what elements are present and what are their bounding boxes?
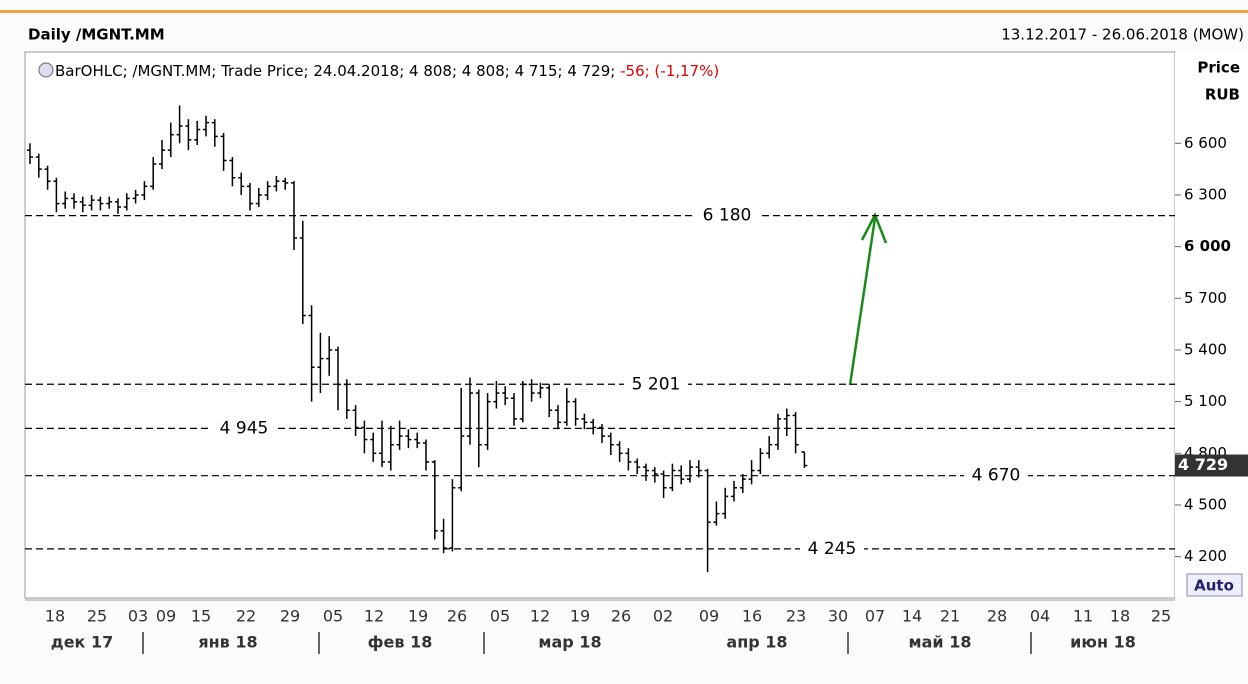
x-tick-label: 19: [570, 607, 590, 626]
x-tick-label: 25: [1151, 607, 1171, 626]
plot-area: [24, 51, 1176, 599]
level-label-bg: [212, 417, 276, 440]
x-tick-label: 23: [786, 607, 806, 626]
month-label: апр 18: [726, 633, 787, 652]
level-label: 6 180: [703, 206, 752, 226]
y-axis-label: Price: [1197, 59, 1240, 77]
level-label-bg: [624, 373, 688, 396]
legend-icon: [38, 62, 54, 78]
x-tick-label: 18: [1110, 607, 1130, 626]
level-label: 4 670: [972, 466, 1021, 486]
y-axis-area: [1175, 52, 1248, 598]
x-tick-label: 21: [940, 607, 960, 626]
x-tick-label: 04: [1030, 607, 1050, 626]
month-label: дек 17: [51, 633, 113, 652]
x-tick-label: 19: [408, 607, 428, 626]
x-tick-label: 15: [191, 607, 211, 626]
x-tick-label: 30: [828, 607, 848, 626]
x-tick-label: 12: [364, 607, 384, 626]
last-price-box: [1175, 454, 1248, 477]
x-tick-label: 16: [742, 607, 762, 626]
top-border: [0, 10, 1248, 13]
x-tick-label: 11: [1073, 607, 1093, 626]
legend: BarOHLC; /MGNT.MM; Trade Price; 24.04.20…: [55, 62, 719, 80]
month-label: янв 18: [198, 633, 257, 652]
x-tick-label: 25: [87, 607, 107, 626]
x-tick-label: 28: [987, 607, 1007, 626]
x-tick-label: 05: [490, 607, 510, 626]
level-label-bg: [800, 537, 864, 560]
x-tick-label: 09: [699, 607, 719, 626]
level-label-bg: [964, 464, 1028, 487]
x-tick-label: 02: [653, 607, 673, 626]
x-tick-label: 12: [530, 607, 550, 626]
level-label: 4 245: [808, 539, 857, 559]
y-tick-label: 5 400: [1184, 340, 1227, 358]
y-tick-label: 6 600: [1184, 134, 1227, 152]
month-label: июн 18: [1070, 633, 1136, 652]
month-label: май 18: [909, 633, 972, 652]
x-tick-label: 29: [280, 607, 300, 626]
level-label-bg: [695, 204, 759, 227]
month-label: мар 18: [538, 633, 601, 652]
y-tick-label: 6 300: [1184, 185, 1227, 203]
y-tick-label: 4 200: [1184, 547, 1227, 565]
y-tick-label: 4 500: [1184, 495, 1227, 513]
last-price-label: 4 729: [1178, 455, 1228, 474]
x-tick-label: 14: [902, 607, 922, 626]
x-tick-label: 03: [128, 607, 148, 626]
x-tick-label: 26: [611, 607, 631, 626]
chart-title: Daily /MGNT.MM: [28, 26, 165, 44]
level-label: 5 201: [632, 374, 681, 394]
level-label: 4 945: [220, 418, 269, 438]
x-tick-label: 07: [865, 607, 885, 626]
y-tick-label: 6 000: [1184, 237, 1231, 255]
month-label: фев 18: [368, 633, 433, 652]
x-tick-label: 18: [45, 607, 65, 626]
arrow: [848, 211, 888, 386]
y-tick-label: 5 100: [1184, 392, 1227, 410]
y-axis-label: RUB: [1205, 86, 1240, 104]
x-tick-label: 09: [156, 607, 176, 626]
legend-change: -56; (-1,17%): [620, 62, 719, 80]
x-tick-label: 26: [447, 607, 467, 626]
auto-button: [1186, 573, 1243, 597]
x-tick-label: 22: [236, 607, 256, 626]
y-tick-label: 5 700: [1184, 289, 1227, 307]
auto-label: Auto: [1194, 577, 1234, 595]
x-tick-label: 05: [323, 607, 343, 626]
date-range: 13.12.2017 - 26.06.2018 (MOW): [1001, 26, 1244, 44]
legend-text: BarOHLC; /MGNT.MM; Trade Price; 24.04.20…: [55, 62, 615, 80]
